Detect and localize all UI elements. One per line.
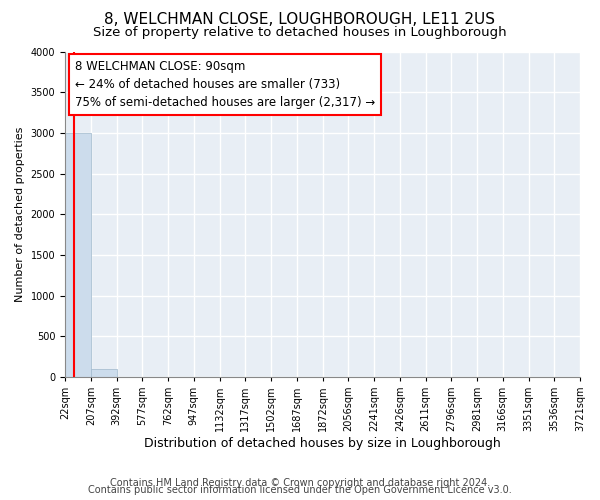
Text: Size of property relative to detached houses in Loughborough: Size of property relative to detached ho… xyxy=(93,26,507,39)
Y-axis label: Number of detached properties: Number of detached properties xyxy=(15,126,25,302)
Bar xyxy=(91,369,116,377)
X-axis label: Distribution of detached houses by size in Loughborough: Distribution of detached houses by size … xyxy=(144,437,501,450)
Text: Contains HM Land Registry data © Crown copyright and database right 2024.: Contains HM Land Registry data © Crown c… xyxy=(110,478,490,488)
Text: Contains public sector information licensed under the Open Government Licence v3: Contains public sector information licen… xyxy=(88,485,512,495)
Text: 8, WELCHMAN CLOSE, LOUGHBOROUGH, LE11 2US: 8, WELCHMAN CLOSE, LOUGHBOROUGH, LE11 2U… xyxy=(104,12,496,28)
Bar xyxy=(65,133,91,377)
Text: 8 WELCHMAN CLOSE: 90sqm
← 24% of detached houses are smaller (733)
75% of semi-d: 8 WELCHMAN CLOSE: 90sqm ← 24% of detache… xyxy=(76,60,376,108)
